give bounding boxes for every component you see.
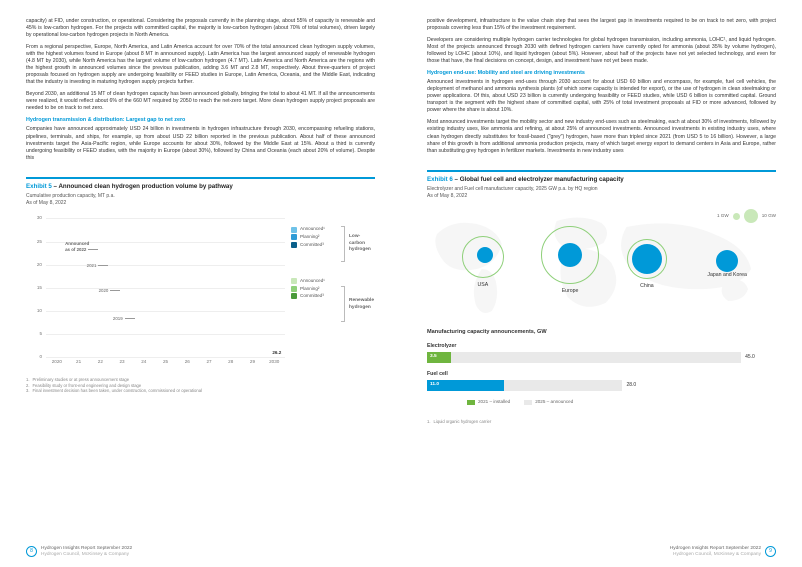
para: Developers are considering multiple hydr… <box>427 37 776 65</box>
legend-swatch <box>291 286 297 292</box>
footnote: 1.Liquid organic hydrogen carrier <box>427 419 776 424</box>
capacity-title: Manufacturing capacity announcements, GW <box>427 329 776 337</box>
region-label: China <box>640 283 654 290</box>
exhibit-date: As of May 8, 2022 <box>427 193 776 200</box>
footnotes: 1.Liquid organic hydrogen carrier <box>427 419 776 424</box>
y-tick: 15 <box>37 285 42 291</box>
legend-group-label: Renewable hydrogen <box>349 298 374 311</box>
exhibit-title: – Global fuel cell and electrolyzer manu… <box>455 176 624 183</box>
legend-label: Committed³ <box>300 293 324 299</box>
exhibit-title: – Announced clean hydrogen production vo… <box>54 183 233 190</box>
legend-label: Planning² <box>300 286 319 292</box>
region-label: USA <box>477 282 488 289</box>
footer-line1: Hydrogen Insights Report September 2022 <box>41 546 132 551</box>
exhibit5-header: Exhibit 5 – Announced clean hydrogen pro… <box>26 183 375 207</box>
legend-label: Committed³ <box>300 242 324 248</box>
para: Beyond 2030, an additional 15 MT of clea… <box>26 91 375 112</box>
exhibit6-chart: 1 GW 10 GW USAEuropeChinaJapa <box>427 205 776 553</box>
hbar-total: 45.0 <box>741 352 755 363</box>
exhibit5-chart: 0 5 10 15 20 25 30 26.2 Announcedas of 2022 202… <box>26 212 375 553</box>
footer-line2: Hydrogen Council, McKinsey & Company <box>670 552 761 557</box>
chart-annotation: 2020 <box>99 288 121 294</box>
y-tick: 0 <box>39 354 42 360</box>
footer-line1: Hydrogen Insights Report September 2022 <box>670 546 761 551</box>
hbar-total: 28.0 <box>622 380 636 391</box>
para: capacity) at FID, under construction, or… <box>26 18 375 39</box>
region-solid-usa <box>477 247 493 263</box>
region-solid-japan-and-korea <box>716 250 738 272</box>
page-number: 9 <box>765 546 776 557</box>
region-label: Europe <box>562 288 579 295</box>
legend-swatch <box>291 293 297 299</box>
exhibit-subtitle: Electrolyzer and Fuel cell manufacturer … <box>427 186 776 193</box>
exhibit-rule <box>427 170 776 172</box>
hbar-row: Fuel cell 11.0 28.0 <box>427 371 776 391</box>
para: From a regional perspective, Europe, Nor… <box>26 44 375 86</box>
page-left: capacity) at FID, under construction, or… <box>0 0 401 567</box>
hbar-label: Electrolyzer <box>427 343 776 350</box>
para: Most announced investments target the mo… <box>427 119 776 154</box>
footer-line2: Hydrogen Council, McKinsey & Company <box>41 552 132 557</box>
hbar-installed: 3.5 <box>427 352 451 363</box>
page-right: positive development, infrastructure is … <box>401 0 802 567</box>
y-tick: 5 <box>39 331 42 337</box>
legend-swatch <box>524 400 532 405</box>
body-text-left: capacity) at FID, under construction, or… <box>26 18 375 167</box>
chart-annotation: Announcedas of 2022 <box>65 241 98 253</box>
exhibit-label: Exhibit 5 <box>26 183 52 190</box>
hbar-announced <box>451 352 741 363</box>
y-tick: 20 <box>37 262 42 268</box>
footnotes: 1.Preliminary studies or at press announ… <box>26 377 375 393</box>
legend-swatch <box>291 278 297 284</box>
legend-swatch <box>291 234 297 240</box>
legend-group-label: Low-carbon hydrogen <box>349 234 375 253</box>
chart-annotation: 2021 <box>87 263 109 269</box>
exhibit-label: Exhibit 6 <box>427 176 453 183</box>
hbar-installed: 11.0 <box>427 380 504 391</box>
hbar-row: Electrolyzer 3.5 45.0 <box>427 343 776 363</box>
legend-label: Announced¹ <box>300 226 325 232</box>
region-solid-china <box>632 244 662 274</box>
legend-label: 2021 – installed <box>478 399 510 405</box>
chart-annotation: 2019 <box>113 316 135 322</box>
hbar-label: Fuel cell <box>427 371 776 378</box>
body-text-right: positive development, infrastructure is … <box>427 18 776 160</box>
page-footer: 9 Hydrogen Insights Report September 202… <box>427 546 776 557</box>
footnote: 3.Final investment decision has been tak… <box>26 388 375 393</box>
legend-swatch <box>291 227 297 233</box>
exhibit-rule <box>26 177 375 179</box>
legend-label: Planning² <box>300 234 319 240</box>
subhead: Hydrogen transmission & distribution: La… <box>26 117 375 124</box>
bar-total-label: 26.2 <box>272 351 281 357</box>
legend-swatch <box>467 400 475 405</box>
para: Announced investments in hydrogen end-us… <box>427 79 776 114</box>
legend-label: Announced¹ <box>300 278 325 284</box>
y-tick: 30 <box>37 215 42 221</box>
legend-label: 2025 – announced <box>535 399 573 405</box>
page-number: 8 <box>26 546 37 557</box>
exhibit-date: As of May 8, 2022 <box>26 200 375 207</box>
para: positive development, infrastructure is … <box>427 18 776 32</box>
subhead: Hydrogen end-use: Mobility and steel are… <box>427 70 776 77</box>
y-tick: 10 <box>37 308 42 314</box>
exhibit6-header: Exhibit 6 – Global fuel cell and electro… <box>427 176 776 200</box>
legend-swatch <box>291 242 297 248</box>
hbar-announced <box>504 380 623 391</box>
page-footer: 8 Hydrogen Insights Report September 202… <box>26 546 375 557</box>
para: Companies have announced approximately U… <box>26 126 375 161</box>
region-label: Japan and Korea <box>707 272 747 279</box>
y-tick: 25 <box>37 238 42 244</box>
exhibit-subtitle: Cumulative production capacity, MT p.a. <box>26 193 375 200</box>
